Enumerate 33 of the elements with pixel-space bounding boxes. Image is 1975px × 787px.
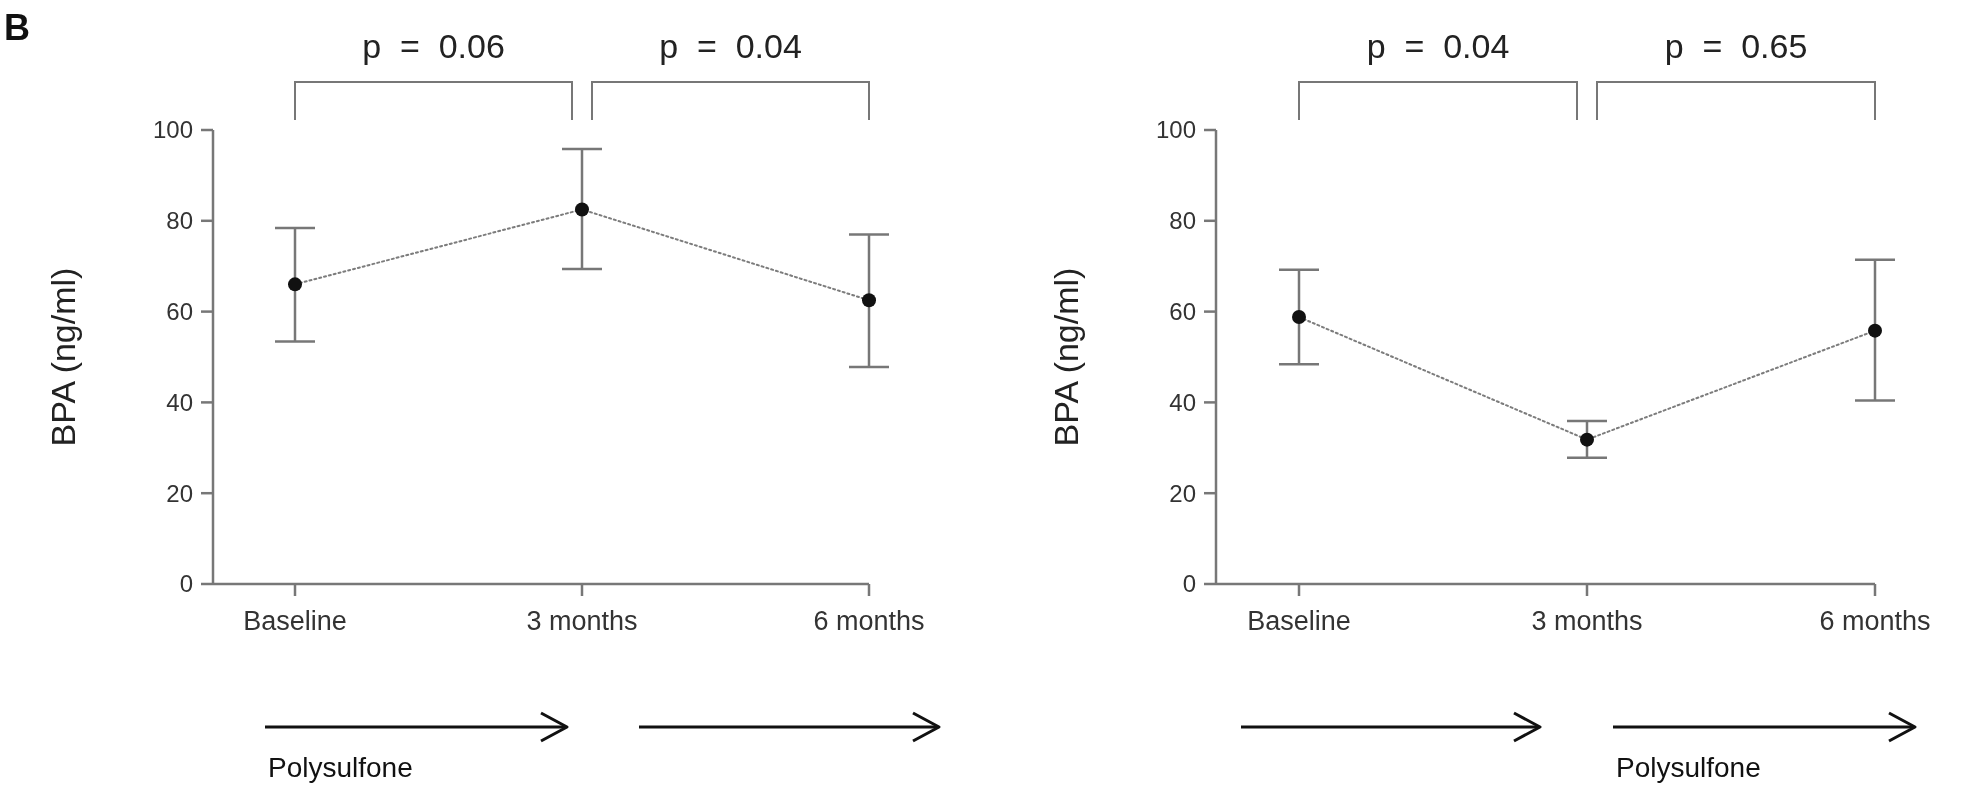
y-tick-label: 80 [1169,207,1196,235]
text: Polysulfone [268,752,413,783]
y-axis-title: BPA (ng/ml) [43,267,82,447]
y-tick-label: 0 [1182,570,1196,598]
x-tick-label: Baseline [243,606,347,636]
text: p = 0.04 [1366,27,1510,65]
text: p = 0.04 [659,27,802,65]
y-tick-label: 20 [166,479,193,507]
text: p = 0.06 [362,27,505,65]
text: Polysulfone [1616,752,1761,783]
x-tick-label: 6 months [1819,606,1931,636]
y-tick-label: 100 [152,116,193,144]
y-axis-title: BPA (ng/ml) [1046,267,1085,447]
x-tick-label: 6 months [813,606,925,636]
y-tick-label: 60 [1169,298,1196,325]
text: p = 0.65 [1664,27,1808,65]
y-tick-label: 20 [1169,479,1196,507]
text: B [4,7,30,48]
x-tick-label: 3 months [526,606,638,636]
point [288,277,302,292]
y-tick-label: 80 [166,207,193,235]
point [862,293,876,308]
point [1868,323,1882,338]
y-tick-label: 40 [1169,388,1196,416]
y-tick-label: 60 [166,298,193,325]
x-tick-label: 3 months [1531,606,1643,636]
y-tick-label: 0 [179,570,193,598]
point [1580,432,1594,447]
y-tick-label: 40 [166,388,193,416]
x-tick-label: Baseline [1247,606,1351,636]
y-tick-label: 100 [1155,116,1196,144]
point [575,202,589,217]
point [1292,310,1306,325]
